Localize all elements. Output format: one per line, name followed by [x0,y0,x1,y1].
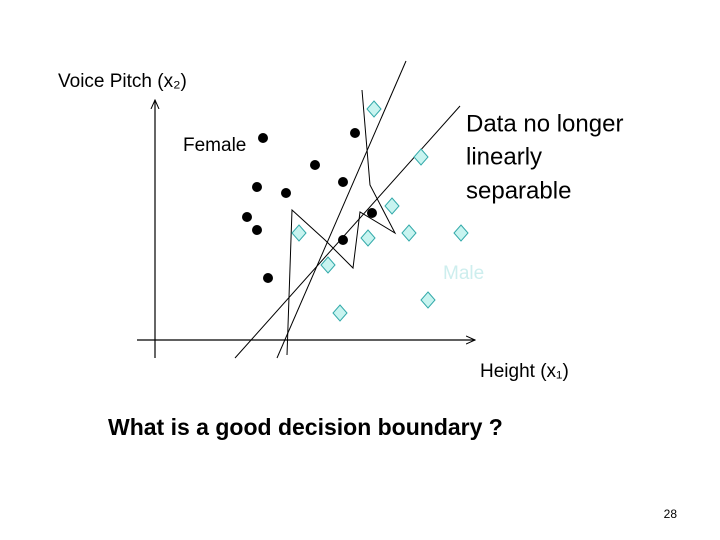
male-point [384,197,400,215]
female-point [338,235,348,245]
female-point [258,133,268,143]
boundaries [234,60,461,359]
female-point [338,177,348,187]
note-line: Data no longer [466,110,623,137]
boundary-line [276,60,407,359]
female-point [242,212,252,222]
male-point [401,224,417,242]
female-point [367,208,377,218]
page-number: 28 [664,507,678,521]
female-point [350,128,360,138]
male-point [453,224,469,242]
male-point [420,291,436,309]
female-point [263,273,273,283]
male-label: Male [443,263,484,284]
male-point [320,256,336,274]
male-point [366,100,382,118]
axes [137,100,475,358]
female-point [252,225,262,235]
y-axis-label: Voice Pitch (x₂) [58,71,187,92]
note-line: linearly [466,143,542,170]
question: What is a good decision boundary ? [108,414,503,440]
male-point [413,148,429,166]
female-label: Female [183,135,246,156]
female-point [310,160,320,170]
female-points [242,128,377,283]
boundary-line [234,105,461,359]
female-point [252,182,262,192]
zigzag-boundary [286,89,397,356]
male-point [332,304,348,322]
male-point [291,224,307,242]
note-line: separable [466,177,571,204]
female-point [281,188,291,198]
male-point [360,229,376,247]
note: Data no longer linearly separable [466,110,623,204]
male-points [291,100,469,322]
x-axis-label: Height (x₁) [480,361,569,382]
